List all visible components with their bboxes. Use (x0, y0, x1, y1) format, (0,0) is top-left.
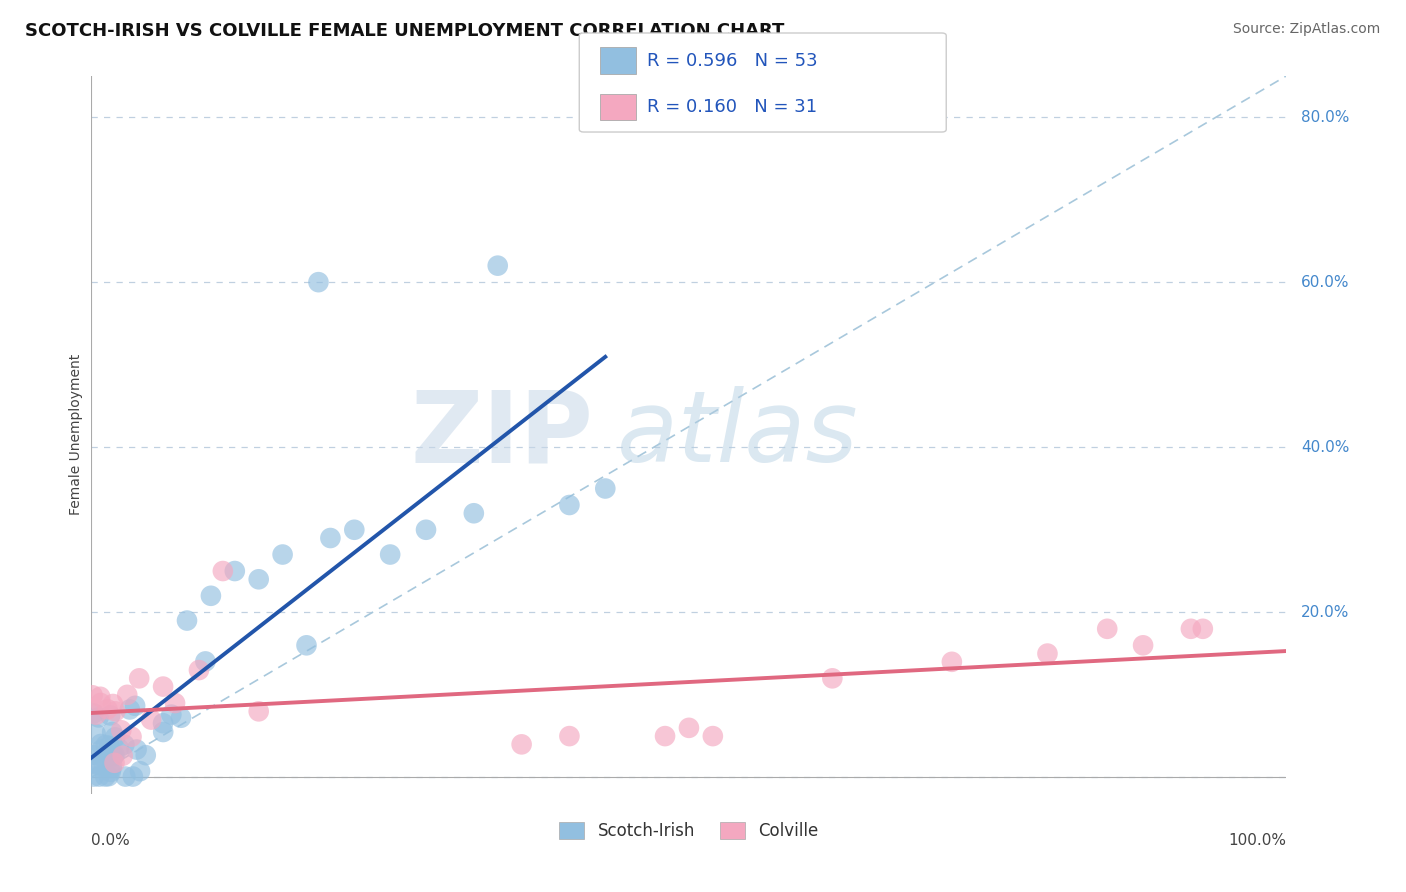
Point (89, 690, 111, 704)
Text: Source: ZipAtlas.com: Source: ZipAtlas.com (1233, 22, 1381, 37)
Point (702, 729, 724, 743)
Point (319, 531, 342, 545)
Point (84, 727, 107, 741)
Point (84, 707, 107, 722)
Point (160, 707, 183, 722)
Point (110, 723, 132, 738)
Point (170, 711, 193, 725)
Point (163, 696, 186, 710)
Point (152, 680, 174, 694)
Text: 40.0%: 40.0% (1301, 440, 1350, 455)
Point (100, 764, 122, 779)
Text: R = 0.160   N = 31: R = 0.160 N = 31 (647, 98, 817, 116)
Point (114, 770, 136, 784)
Point (111, 748, 134, 763)
Point (82, 689, 104, 703)
Point (295, 638, 318, 652)
Point (1132, 638, 1154, 652)
Point (94, 738, 117, 752)
Point (98, 708, 121, 723)
Point (96, 702, 118, 716)
Point (211, 564, 233, 578)
Point (83, 756, 105, 771)
Point (112, 738, 135, 752)
Point (271, 548, 294, 562)
Point (152, 716, 174, 731)
Point (593, 482, 616, 496)
Point (83, 770, 105, 784)
Point (90, 737, 112, 751)
Point (121, 730, 143, 744)
Point (100, 761, 122, 775)
Text: R = 0.596   N = 53: R = 0.596 N = 53 (647, 52, 817, 70)
Point (1192, 622, 1215, 636)
Point (94, 770, 117, 784)
Point (103, 756, 125, 770)
Point (103, 749, 125, 764)
Point (558, 498, 581, 512)
Point (135, 748, 157, 763)
Point (1036, 647, 1059, 661)
Point (82, 706, 104, 721)
Point (141, 713, 162, 727)
Point (82, 747, 104, 762)
Text: 20.0%: 20.0% (1301, 605, 1350, 620)
Point (104, 731, 127, 745)
Point (247, 572, 270, 586)
Point (941, 655, 963, 669)
Point (200, 589, 222, 603)
Text: 0.0%: 0.0% (91, 833, 131, 848)
Point (101, 697, 124, 711)
Point (194, 655, 217, 669)
Point (821, 671, 844, 685)
Point (129, 764, 152, 779)
Point (187, 663, 211, 677)
Point (101, 758, 124, 772)
Point (558, 729, 581, 743)
Point (307, 275, 329, 289)
Point (118, 702, 141, 716)
Point (87, 710, 110, 724)
Point (115, 688, 138, 702)
Point (128, 671, 150, 685)
Point (104, 704, 127, 718)
Point (247, 704, 270, 718)
Y-axis label: Female Unemployment: Female Unemployment (69, 354, 83, 516)
Point (176, 614, 198, 628)
Point (101, 725, 124, 739)
Point (152, 725, 174, 739)
Point (121, 770, 143, 784)
Text: 60.0%: 60.0% (1301, 275, 1350, 290)
Point (89, 770, 111, 784)
Point (90, 742, 112, 756)
Point (343, 523, 366, 537)
Point (1180, 622, 1202, 636)
Text: ZIP: ZIP (411, 386, 593, 483)
Text: 80.0%: 80.0% (1301, 110, 1350, 125)
Point (108, 741, 131, 756)
Point (678, 721, 700, 735)
Point (98, 739, 121, 753)
Text: atlas: atlas (617, 386, 859, 483)
Point (91, 754, 114, 768)
Point (94, 753, 117, 767)
Point (125, 742, 148, 756)
Point (87, 758, 110, 772)
Point (415, 523, 437, 537)
Point (90, 696, 112, 710)
Text: SCOTCH-IRISH VS COLVILLE FEMALE UNEMPLOYMENT CORRELATION CHART: SCOTCH-IRISH VS COLVILLE FEMALE UNEMPLOY… (25, 22, 785, 40)
Point (463, 506, 485, 520)
Point (654, 729, 676, 743)
Point (103, 747, 125, 762)
Point (510, 737, 533, 751)
Point (486, 259, 509, 273)
Text: 100.0%: 100.0% (1229, 833, 1286, 848)
Point (97, 769, 120, 783)
Point (124, 698, 146, 713)
Point (1097, 622, 1119, 636)
Point (224, 564, 246, 578)
Point (378, 548, 402, 562)
Legend: Scotch-Irish, Colville: Scotch-Irish, Colville (553, 815, 825, 847)
